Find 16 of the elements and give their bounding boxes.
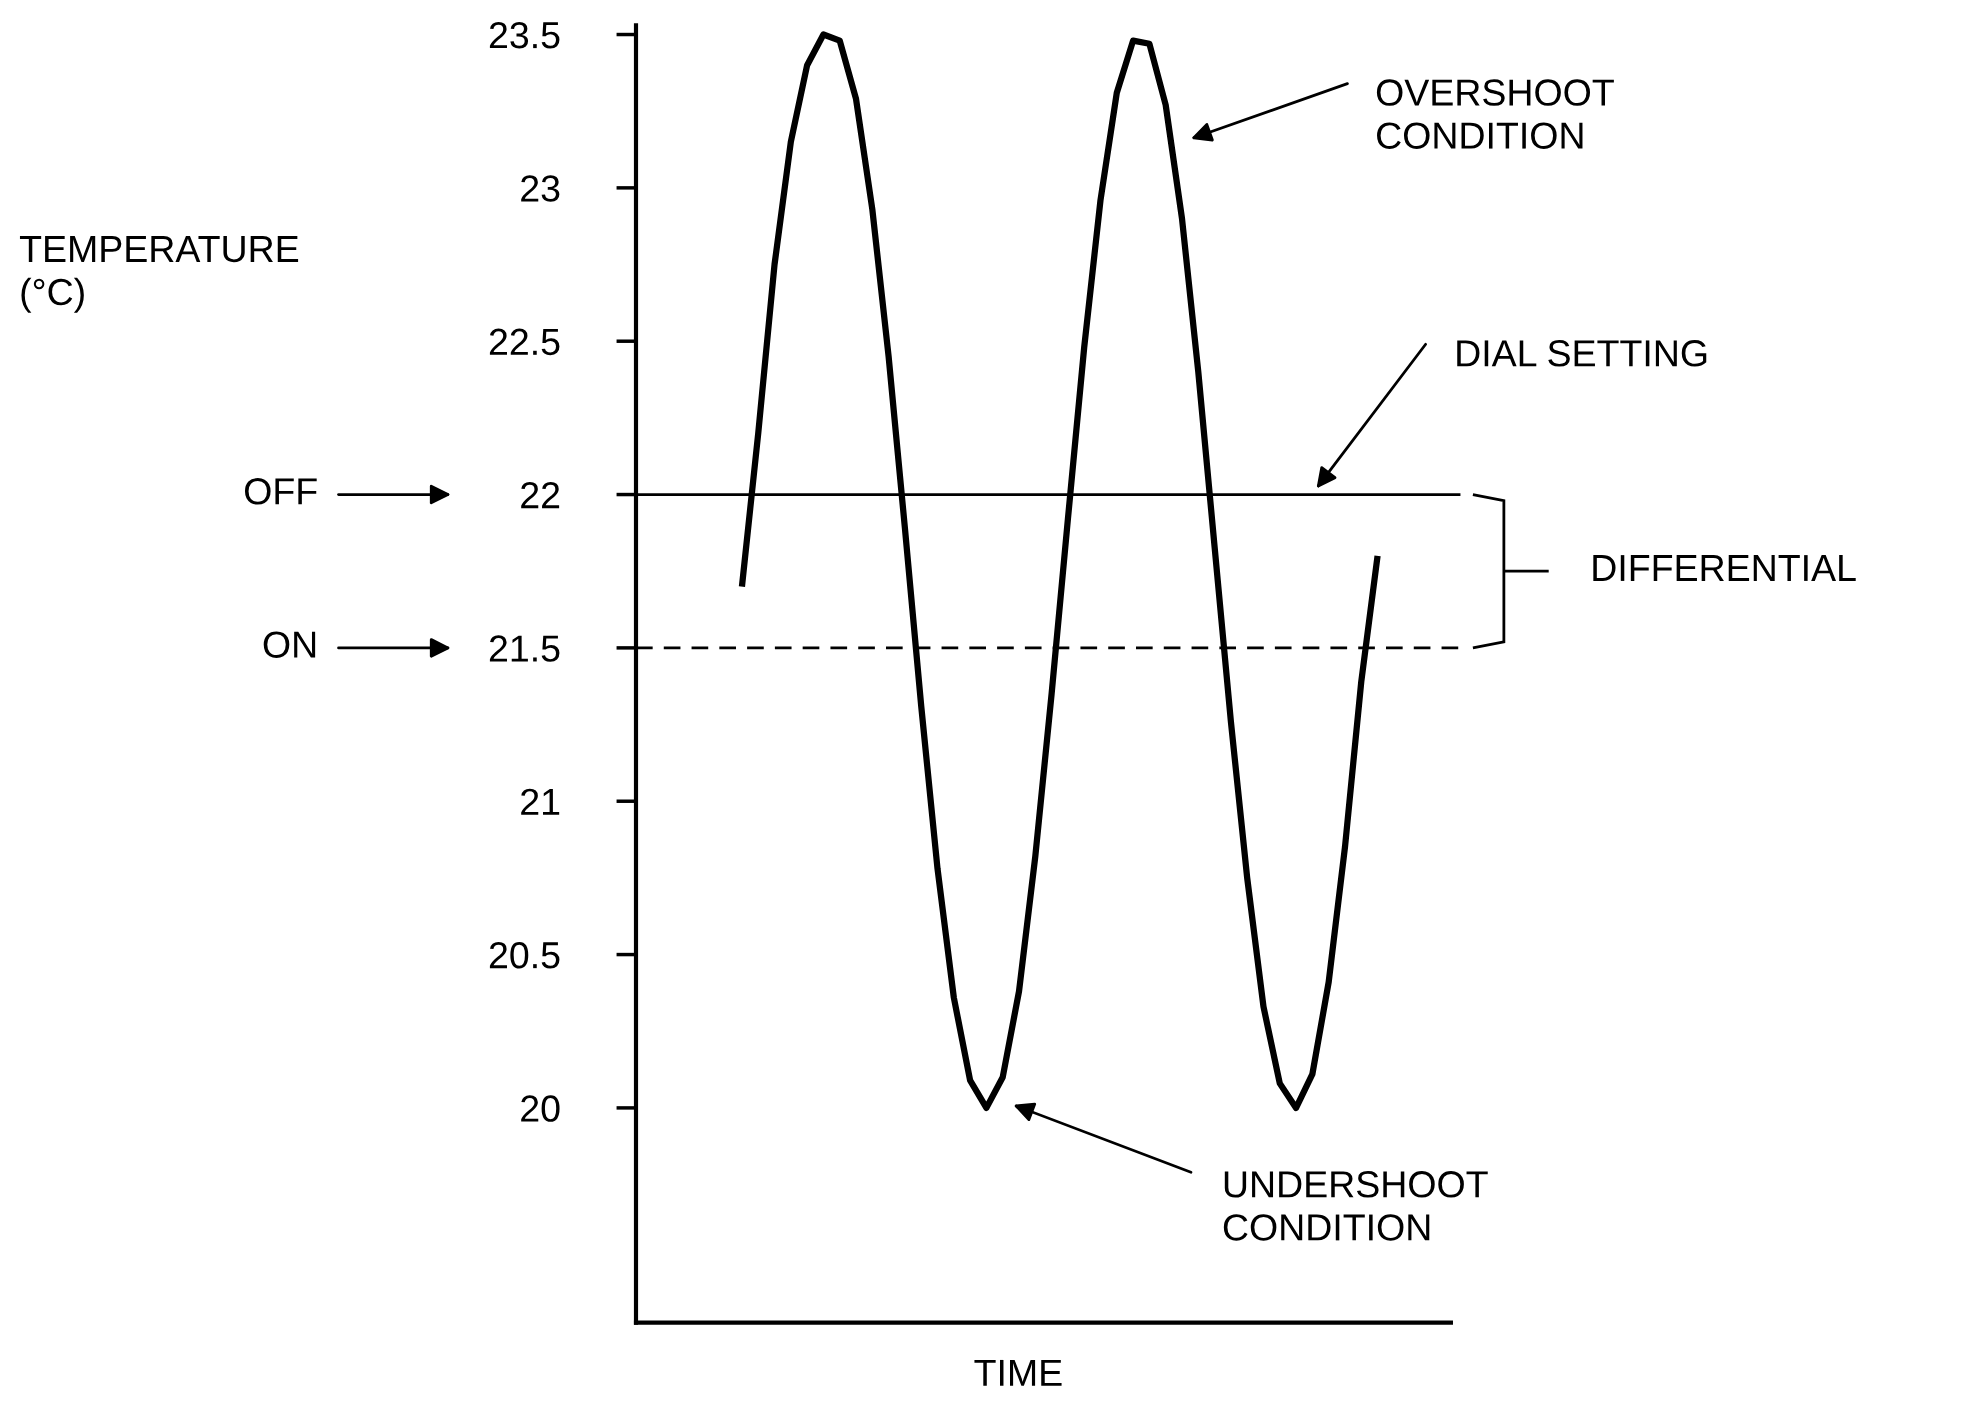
annotation: UNDERSHOOT CONDITION [1223,1171,1488,1241]
y-tick-label: 22.5 [489,328,560,356]
y-tick-label: 23.5 [489,21,560,49]
annotation: DIAL SETTING [1457,340,1707,367]
y-tick-label: 23 [521,175,560,202]
text: TEMPERATURE (°C) [19,236,299,313]
x-axis-title: TIME [974,1359,1062,1386]
y-tick-label: 22 [521,481,560,509]
y-tick-label: 21.5 [489,635,560,662]
text: ON [263,631,316,658]
y-tick-label: 20.5 [489,941,560,969]
annotation: OVERSHOOT CONDITION [1376,79,1614,149]
text: DIFFERENTIAL [1593,555,1856,581]
text: OFF [244,478,317,505]
y-tick-label: 20 [521,1095,560,1122]
y-tick-label: 21 [521,788,560,815]
